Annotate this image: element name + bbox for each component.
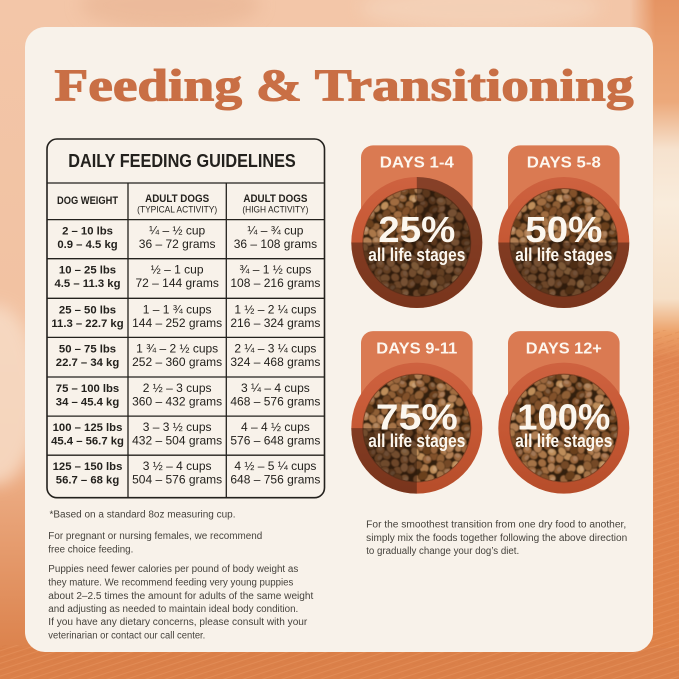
svg-text:½ – 1 cup: ½ – 1 cup <box>151 263 204 277</box>
svg-text:1 ¾ – 2 ½ cups: 1 ¾ – 2 ½ cups <box>136 341 218 355</box>
svg-text:ADULT DOGS: ADULT DOGS <box>243 193 307 205</box>
svg-text:22.7 – 34 kg: 22.7 – 34 kg <box>56 357 120 369</box>
svg-text:2 ½ – 3 cups: 2 ½ – 3 cups <box>143 381 212 395</box>
svg-text:72 – 144 grams: 72 – 144 grams <box>135 276 218 290</box>
svg-text:3 – 3 ½ cups: 3 – 3 ½ cups <box>143 420 212 434</box>
svg-text:216 – 324 grams: 216 – 324 grams <box>230 316 320 330</box>
svg-text:34 – 45.4 kg: 34 – 45.4 kg <box>56 397 120 409</box>
svg-text:For the smoothest transition f: For the smoothest transition from one dr… <box>366 520 626 531</box>
svg-text:1 – 1 ¾ cups: 1 – 1 ¾ cups <box>143 302 212 316</box>
svg-text:504 – 576 grams: 504 – 576 grams <box>132 473 222 487</box>
svg-text:468 – 576 grams: 468 – 576 grams <box>230 395 320 409</box>
svg-text:324 – 468 grams: 324 – 468 grams <box>230 355 320 369</box>
svg-text:DAYS 9-11: DAYS 9-11 <box>376 340 457 357</box>
svg-text:DAYS 1-4: DAYS 1-4 <box>380 155 454 172</box>
svg-text:3 ½ – 4 cups: 3 ½ – 4 cups <box>143 459 212 473</box>
svg-text:DAILY FEEDING GUIDELINES: DAILY FEEDING GUIDELINES <box>68 151 296 171</box>
svg-text:75 – 100 lbs: 75 – 100 lbs <box>56 383 119 395</box>
svg-text:4 ½ – 5 ¼ cups: 4 ½ – 5 ¼ cups <box>234 459 316 473</box>
svg-text:Feeding & Transitioning: Feeding & Transitioning <box>55 61 635 111</box>
svg-text:2 ¼ – 3 ¼ cups: 2 ¼ – 3 ¼ cups <box>234 341 316 355</box>
svg-text:11.3 – 22.7 kg: 11.3 – 22.7 kg <box>51 318 123 330</box>
svg-text:4 – 4 ½ cups: 4 – 4 ½ cups <box>241 420 310 434</box>
svg-text:0.9 – 4.5 kg: 0.9 – 4.5 kg <box>57 239 117 251</box>
svg-text:75%: 75% <box>376 396 458 437</box>
svg-text:and adjusting as needed to mai: and adjusting as needed to maintain idea… <box>48 604 298 615</box>
svg-text:¼ – ½ cup: ¼ – ½ cup <box>149 224 205 238</box>
svg-text:¾ – 1 ½ cups: ¾ – 1 ½ cups <box>239 263 311 277</box>
svg-text:veterinarian or contact our ca: veterinarian or contact our call center. <box>48 630 205 641</box>
svg-text:432 – 504 grams: 432 – 504 grams <box>132 434 222 448</box>
svg-text:all life stages: all life stages <box>515 244 612 265</box>
svg-text:360 – 432 grams: 360 – 432 grams <box>132 395 222 409</box>
svg-text:50 – 75 lbs: 50 – 75 lbs <box>59 343 116 355</box>
svg-text:DAYS 12+: DAYS 12+ <box>526 340 602 357</box>
svg-text:ADULT DOGS: ADULT DOGS <box>145 193 209 205</box>
svg-text:648 – 756 grams: 648 – 756 grams <box>230 473 320 487</box>
svg-text:576 – 648 grams: 576 – 648 grams <box>230 434 320 448</box>
svg-text:144 – 252 grams: 144 – 252 grams <box>132 316 222 330</box>
svg-text:36 – 72 grams: 36 – 72 grams <box>139 237 216 251</box>
svg-text:*Based on a standard 8oz measu: *Based on a standard 8oz measuring cup. <box>50 509 236 520</box>
svg-text:to gradually change your dog’s: to gradually change your dog’s diet. <box>366 546 519 557</box>
svg-text:they mature. We recommend feed: they mature. We recommend feeding very y… <box>48 578 293 589</box>
svg-text:(TYPICAL ACTIVITY): (TYPICAL ACTIVITY) <box>137 205 217 215</box>
svg-text:If you have any dietary concer: If you have any dietary concerns, please… <box>48 617 308 628</box>
svg-text:10 – 25 lbs: 10 – 25 lbs <box>59 265 116 277</box>
svg-text:25 – 50 lbs: 25 – 50 lbs <box>59 304 116 316</box>
svg-text:1 ½ – 2 ¼ cups: 1 ½ – 2 ¼ cups <box>234 302 316 316</box>
svg-text:all life stages: all life stages <box>368 244 465 265</box>
svg-text:100%: 100% <box>517 396 610 437</box>
svg-text:DAYS 5-8: DAYS 5-8 <box>527 155 601 172</box>
svg-text:(HIGH ACTIVITY): (HIGH ACTIVITY) <box>242 205 308 215</box>
svg-text:about 2–2.5 times the amount f: about 2–2.5 times the amount for adults … <box>48 591 313 602</box>
svg-text:3 ¼ – 4 cups: 3 ¼ – 4 cups <box>241 381 310 395</box>
svg-text:25%: 25% <box>378 209 455 250</box>
svg-text:Puppies need fewer calories pe: Puppies need fewer calories per pound of… <box>48 564 298 575</box>
svg-text:free choice feeding.: free choice feeding. <box>48 545 133 556</box>
svg-text:2 – 10 lbs: 2 – 10 lbs <box>62 226 113 238</box>
svg-text:For pregnant or nursing female: For pregnant or nursing females, we reco… <box>48 531 262 542</box>
svg-text:4.5 – 11.3 kg: 4.5 – 11.3 kg <box>55 278 121 290</box>
svg-text:simply mix the foods together: simply mix the foods together following … <box>366 533 627 544</box>
svg-text:56.7 – 68 kg: 56.7 – 68 kg <box>56 475 120 487</box>
svg-text:DOG WEIGHT: DOG WEIGHT <box>57 195 118 207</box>
svg-text:36 – 108 grams: 36 – 108 grams <box>234 237 317 251</box>
svg-text:all life stages: all life stages <box>515 430 612 451</box>
svg-text:all life stages: all life stages <box>368 430 465 451</box>
svg-text:100 – 125 lbs: 100 – 125 lbs <box>53 422 123 434</box>
svg-text:252 – 360 grams: 252 – 360 grams <box>132 355 222 369</box>
svg-text:50%: 50% <box>525 209 602 250</box>
svg-text:108 – 216 grams: 108 – 216 grams <box>230 276 320 290</box>
svg-text:45.4 – 56.7 kg: 45.4 – 56.7 kg <box>51 436 124 448</box>
svg-text:125 – 150 lbs: 125 – 150 lbs <box>53 461 123 473</box>
svg-text:¼ – ¾ cup: ¼ – ¾ cup <box>247 224 303 238</box>
